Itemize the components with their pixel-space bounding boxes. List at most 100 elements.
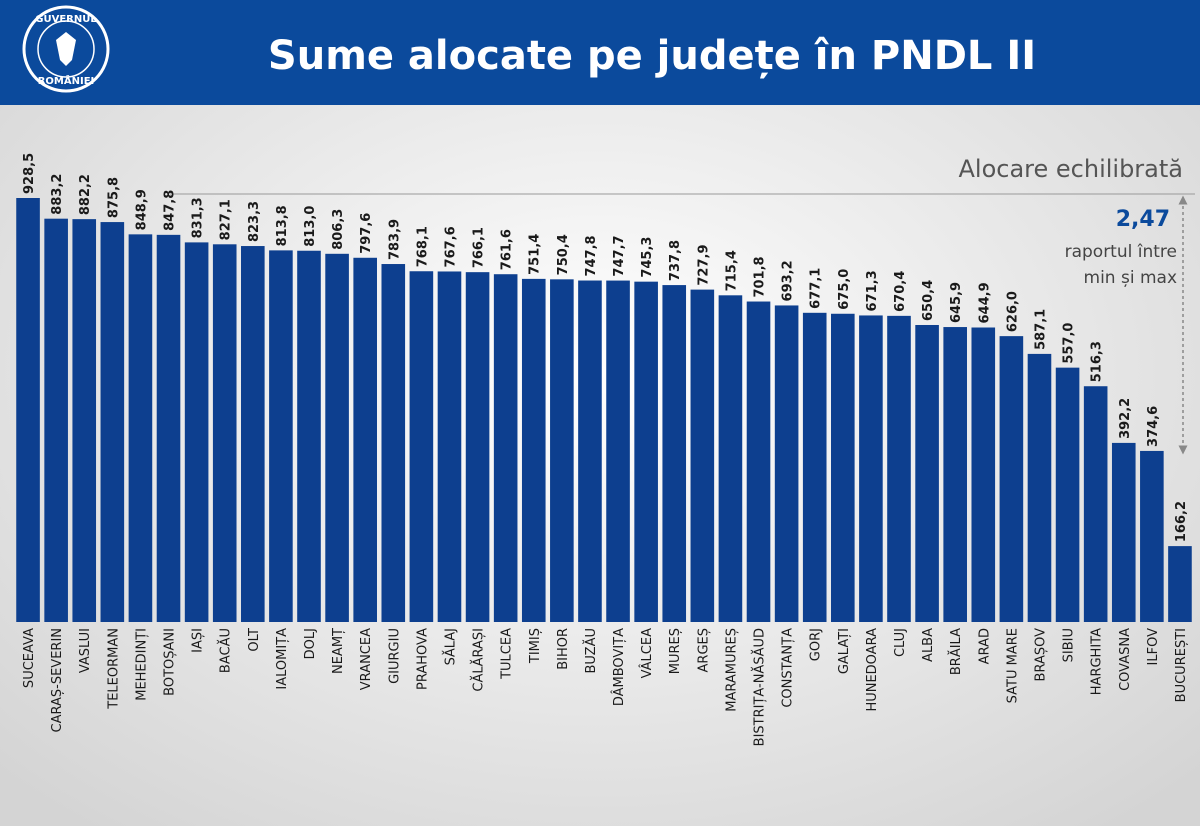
bar [325,253,349,623]
bar [212,244,237,622]
value-label: 797,6 [359,213,374,254]
x-tick-label: OLT [247,628,262,652]
value-label: 374,6 [1146,406,1161,447]
value-label: 644,9 [977,282,992,323]
x-tick-label: MEHEDINȚI [134,628,149,701]
bar [16,198,40,622]
x-tick-label: BRĂILA [948,628,964,675]
bar [493,274,518,622]
bar [381,264,406,622]
annotation-heading: Alocare echilibrată [958,155,1183,183]
bar [999,336,1024,622]
ratio-value: 2,47 [1116,207,1170,232]
x-tick-label: CONSTANȚA [781,628,796,708]
x-tick-label: VRANCEA [359,628,374,690]
value-label: 875,8 [106,177,121,218]
bar [1083,386,1108,622]
value-label: 783,9 [387,219,402,260]
chart-title: Sume alocate pe județe în PNDL II [268,33,1036,79]
bar [550,279,574,622]
value-label: 587,1 [1033,309,1048,350]
value-label: 671,3 [865,270,880,311]
bar [269,250,293,622]
bar [578,280,602,622]
bar [802,312,827,622]
bar [859,315,883,622]
x-tick-label: COVASNA [1118,628,1133,691]
x-tick-label: CĂLĂRAȘI [471,628,487,692]
bar [353,257,377,622]
x-tick-label: BOTOȘANI [163,628,178,696]
value-label: 392,2 [1118,398,1133,439]
bar [971,327,996,622]
bar [718,295,743,622]
header [0,0,1200,105]
bar [184,242,209,623]
value-label: 677,1 [809,268,824,309]
x-tick-label: CARAȘ-SEVERIN [50,628,65,732]
value-label: 750,4 [556,234,571,275]
bar [831,313,855,622]
x-tick-label: BRAȘOV [1033,628,1048,682]
value-label: 701,8 [753,256,768,297]
bar [915,324,939,622]
logo-text: GUVERNUL [35,14,97,25]
x-tick-label: SUCEAVA [22,628,37,688]
x-tick-label: MUREȘ [668,628,683,674]
x-tick-label: IAȘI [191,628,206,653]
value-label: 813,0 [303,206,318,247]
x-tick-label: TULCEA [500,628,515,680]
bar [72,219,97,622]
value-label: 645,9 [949,282,964,323]
bar [774,305,799,622]
bar [100,222,125,622]
value-label: 882,2 [78,174,93,215]
x-tick-label: GALAȚI [837,628,852,674]
x-tick-label: HUNEDOARA [865,628,880,712]
x-tick-label: DÂMBOVIȚA [611,628,627,706]
x-tick-label: ARGEȘ [696,628,711,672]
x-tick-label: ILFOV [1146,628,1161,666]
x-tick-label: ARAD [977,628,992,664]
x-tick-label: CLUJ [893,628,908,657]
value-label: 626,0 [1005,291,1020,332]
ratio-text: min și max [1084,268,1177,288]
x-tick-label: BISTRIȚA-NĂSĂUD [752,628,768,746]
value-label: 813,8 [275,205,290,246]
x-tick-label: HARGHITA [1090,628,1105,695]
bar [690,289,715,622]
bar [887,315,911,622]
bar [606,280,630,622]
value-label: 806,3 [331,209,346,250]
value-label: 768,1 [415,226,430,267]
value-label: 928,5 [22,153,37,194]
value-label: 848,9 [134,189,149,230]
value-label: 715,4 [724,250,739,291]
bar [943,327,967,622]
bar [437,271,462,622]
bar [409,271,434,622]
ratio-text: raportul între [1065,242,1177,262]
x-tick-label: BUZĂU [583,628,599,674]
bar [128,234,153,623]
value-label: 766,1 [472,227,487,268]
x-tick-label: VÂLCEA [639,628,655,678]
x-tick-label: NEAMȚ [331,628,346,674]
value-label: 747,7 [612,235,627,276]
value-label: 516,3 [1090,341,1105,382]
value-label: 727,9 [696,244,711,285]
x-tick-label: BACĂU [218,628,234,673]
value-label: 847,8 [163,190,178,231]
bar [521,278,546,622]
value-label: 737,8 [668,240,683,281]
bar [1140,450,1164,622]
value-label: 767,6 [443,226,458,267]
value-label: 670,4 [893,271,908,312]
bar [297,250,321,622]
value-label: 883,2 [50,174,65,215]
x-tick-label: VASLUI [78,628,93,673]
bar [746,301,771,622]
value-label: 693,2 [781,260,796,301]
